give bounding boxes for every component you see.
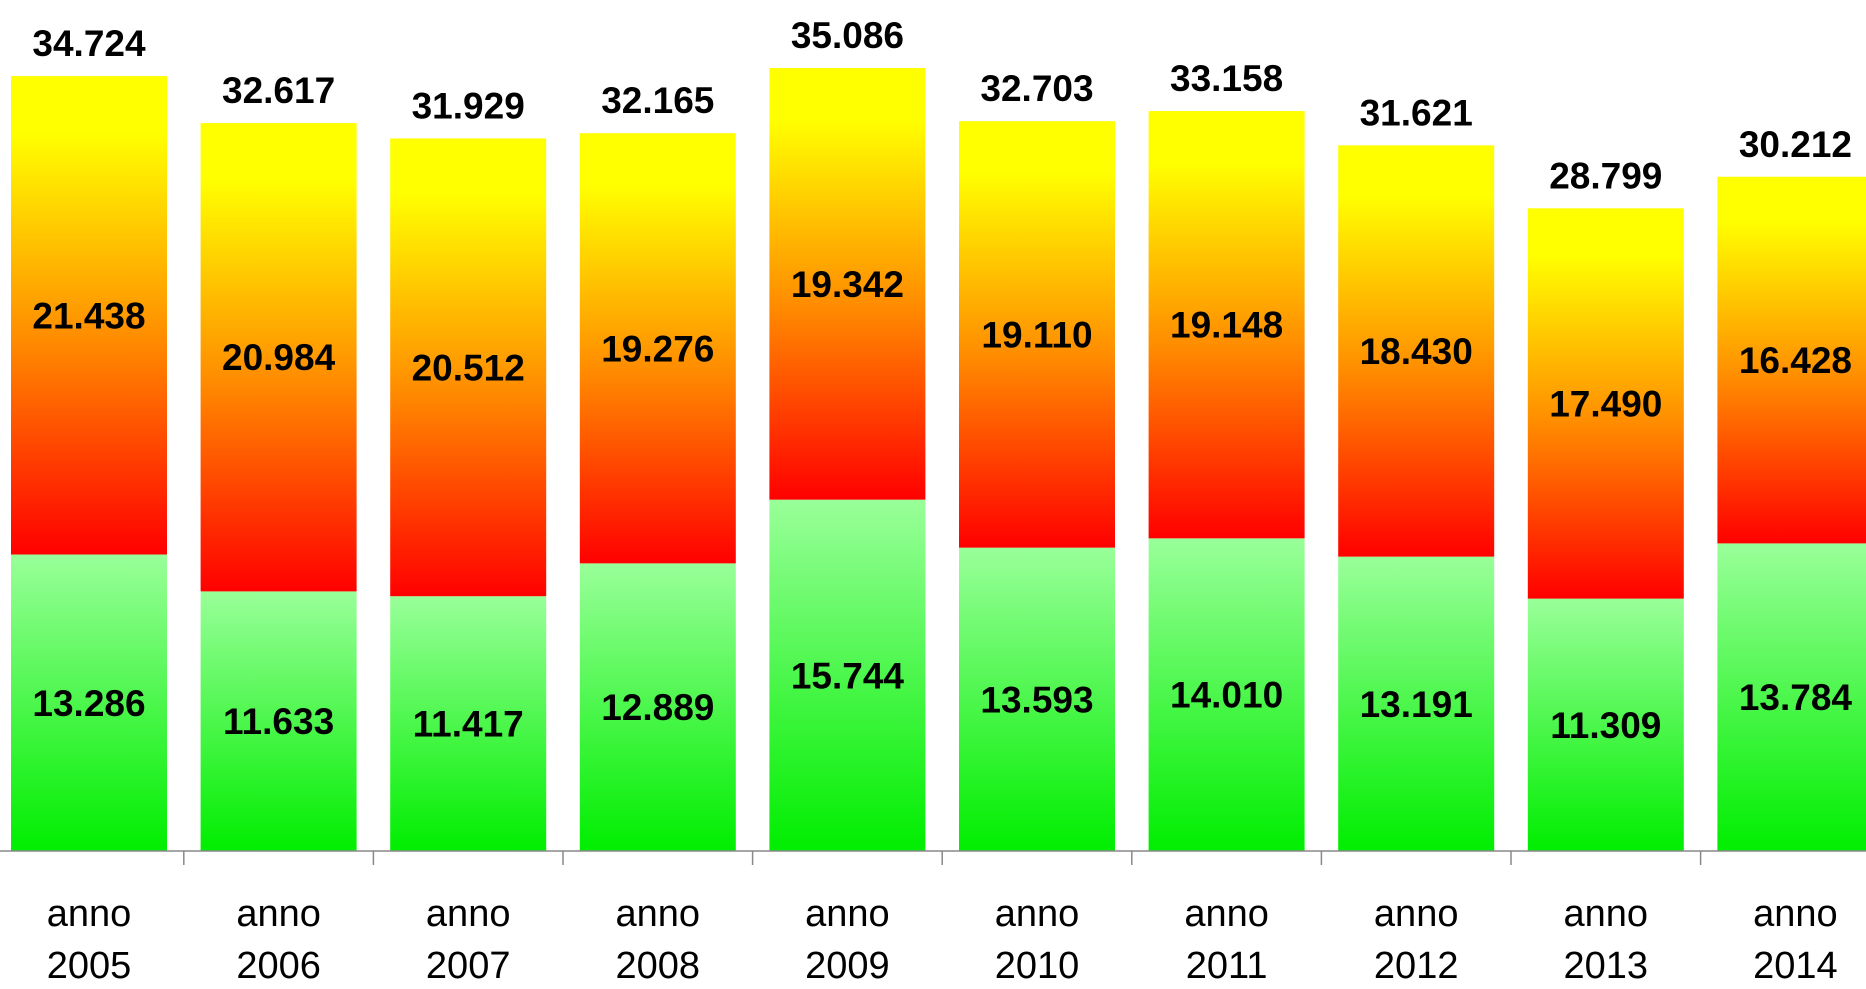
category-label-line1: anno: [1374, 893, 1459, 935]
bar-segment-upper: [1338, 145, 1495, 557]
data-label-lower: 13.191: [1360, 684, 1473, 725]
category-label-line2: 2014: [1753, 945, 1838, 987]
category-label-line1: anno: [1753, 893, 1838, 935]
bar-segment-lower: [579, 563, 736, 851]
bar-segment-upper: [390, 138, 547, 597]
total-label: 30.212: [1739, 124, 1852, 165]
bar-segment-lower: [200, 591, 357, 851]
category-label-line2: 2006: [236, 945, 321, 987]
category-label-line1: anno: [1184, 893, 1269, 935]
x-axis: [0, 850, 1866, 865]
bars-layer: [11, 68, 1866, 851]
data-label-upper: 17.490: [1549, 383, 1662, 424]
bar-segment-lower: [390, 596, 547, 851]
bar-segment-lower: [11, 554, 167, 851]
bar-segment-lower: [1148, 538, 1305, 851]
bar-segment-upper: [1148, 111, 1305, 539]
category-label-line2: 2005: [47, 945, 132, 987]
bar-segment-lower: [1527, 598, 1684, 851]
data-label-upper: 19.110: [981, 314, 1092, 355]
data-label-upper: 18.430: [1360, 331, 1473, 372]
data-label-lower: 11.417: [413, 704, 524, 745]
data-label-lower: 13.593: [980, 679, 1093, 720]
total-label: 31.621: [1360, 92, 1473, 133]
bar-segment-upper: [1717, 176, 1866, 544]
labels-layer: 13.286 21.438 34.724 anno 2005 11.633 20.984 32…: [32, 15, 1852, 987]
category-label-line1: anno: [47, 893, 132, 935]
category-label-line2: 2013: [1564, 945, 1649, 987]
bar-segment-lower: [769, 499, 926, 851]
category-label-line2: 2007: [426, 945, 511, 987]
bar-segment-lower: [1717, 543, 1866, 851]
bar-segment-upper: [769, 68, 926, 500]
data-label-lower: 11.309: [1550, 705, 1661, 746]
bar-segment-upper: [959, 121, 1115, 548]
category-label-line1: anno: [616, 893, 701, 935]
bar-segment-lower: [1338, 556, 1495, 851]
total-label: 32.703: [980, 68, 1093, 109]
data-label-lower: 15.744: [791, 655, 905, 696]
category-label-line1: anno: [426, 893, 511, 935]
category-label-line2: 2008: [616, 945, 701, 987]
category-label-line2: 2009: [805, 945, 890, 987]
data-label-lower: 13.286: [32, 683, 145, 724]
category-label-line2: 2010: [995, 945, 1080, 987]
total-label: 31.929: [412, 85, 525, 126]
data-label-lower: 14.010: [1170, 675, 1283, 716]
category-label-line1: anno: [236, 893, 321, 935]
category-label-line1: anno: [995, 893, 1080, 935]
category-label-line1: anno: [1564, 893, 1649, 935]
data-label-upper: 16.428: [1739, 340, 1852, 381]
data-label-lower: 13.784: [1739, 677, 1853, 718]
data-label-upper: 21.438: [32, 295, 145, 336]
bar-segment-upper: [1527, 208, 1684, 599]
total-label: 32.165: [601, 80, 714, 121]
category-label-line2: 2012: [1374, 945, 1459, 987]
bar-segment-lower: [959, 547, 1115, 851]
total-label: 32.617: [222, 70, 335, 111]
data-label-lower: 12.889: [601, 687, 714, 728]
total-label: 34.724: [32, 23, 146, 64]
bar-segment-upper: [11, 76, 167, 555]
data-label-upper: 20.512: [412, 347, 525, 388]
total-label: 28.799: [1549, 155, 1662, 196]
total-label: 35.086: [791, 15, 904, 56]
data-label-upper: 20.984: [222, 337, 336, 378]
category-label-line2: 2011: [1186, 945, 1268, 987]
category-label-line1: anno: [805, 893, 890, 935]
bar-segment-upper: [579, 133, 736, 564]
data-label-upper: 19.276: [601, 328, 714, 369]
data-label-upper: 19.342: [791, 264, 904, 305]
data-label-upper: 19.148: [1170, 305, 1283, 346]
data-label-lower: 11.633: [223, 701, 334, 742]
total-label: 33.158: [1170, 58, 1283, 99]
bar-segment-upper: [200, 123, 357, 592]
